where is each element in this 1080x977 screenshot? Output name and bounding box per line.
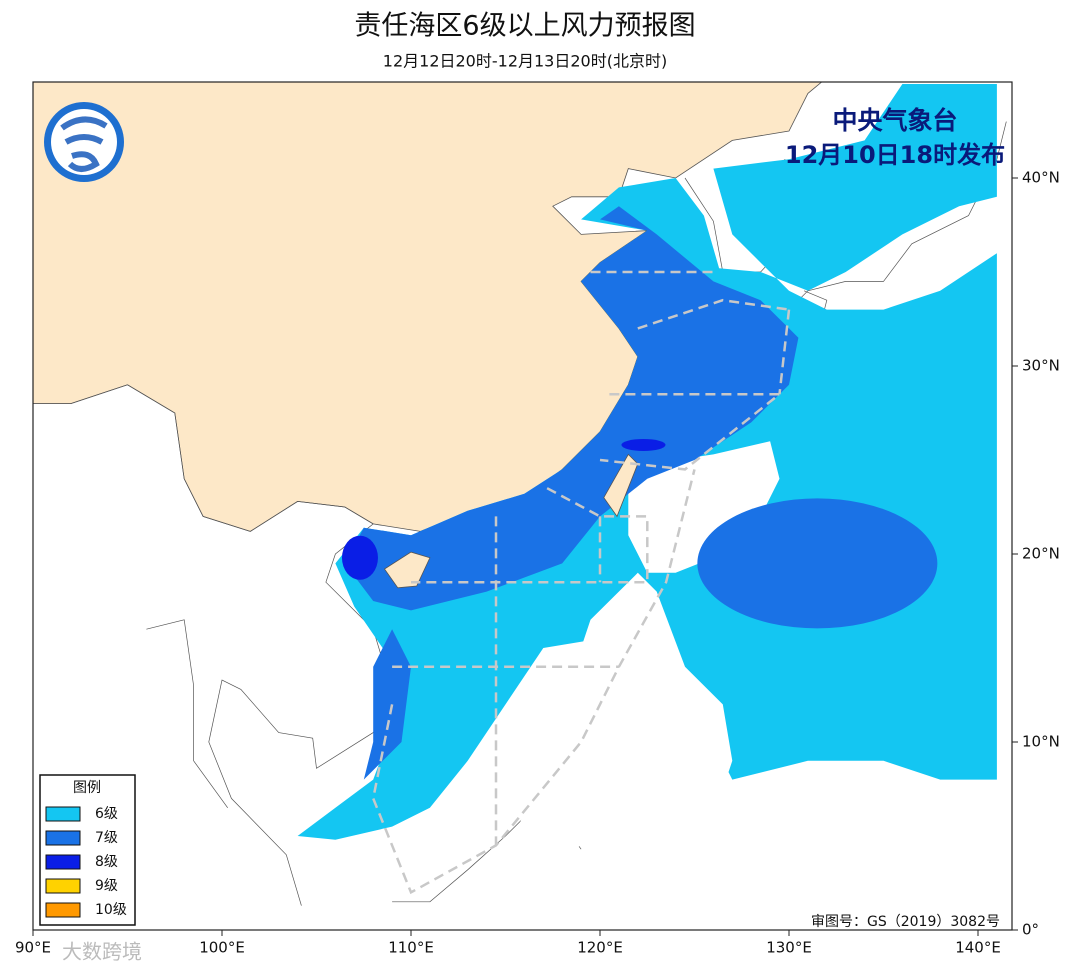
y-tick-label: 20°N	[1022, 545, 1060, 563]
watermark: 大数跨境	[62, 940, 142, 964]
legend-swatch	[45, 902, 81, 918]
legend-swatch	[45, 854, 81, 870]
wind-zone-7	[344, 206, 799, 611]
x-tick-label: 140°E	[955, 939, 1001, 957]
legend-swatch	[45, 878, 81, 894]
wind-zone-7	[697, 498, 938, 629]
x-tick-label: 90°E	[15, 939, 51, 957]
y-tick-label: 0°	[1022, 921, 1039, 939]
issuer-name: 中央气象台	[832, 106, 957, 135]
legend-label: 9级	[95, 878, 118, 894]
legend-label: 10级	[95, 902, 127, 918]
y-tick-label: 40°N	[1022, 169, 1060, 187]
x-tick-label: 130°E	[766, 939, 812, 957]
legend-label: 8级	[95, 854, 118, 870]
legend-box	[39, 774, 136, 926]
y-tick-label: 10°N	[1022, 733, 1060, 751]
legend-label: 6级	[95, 806, 118, 822]
legend-title: 图例	[73, 780, 101, 796]
wind-zone-8	[621, 438, 666, 451]
x-tick-label: 120°E	[577, 939, 623, 957]
x-tick-label: 100°E	[199, 939, 245, 957]
logo	[44, 102, 124, 182]
legend-swatch	[45, 806, 81, 822]
x-tick-label: 110°E	[388, 939, 434, 957]
issuer-time: 12月10日18时发布	[785, 141, 1005, 169]
sea-area-boundary	[599, 392, 784, 471]
map-frame	[32, 81, 1013, 931]
land-hainan	[383, 551, 431, 589]
y-tick-label: 30°N	[1022, 357, 1060, 375]
calm-area	[515, 572, 733, 855]
legend-label: 7级	[95, 830, 118, 846]
wind-zone-8	[341, 535, 378, 580]
sea-area-boundary	[778, 309, 791, 395]
approval-number: 审图号：GS（2019）3082号	[811, 914, 1000, 930]
land-outline	[33, 384, 397, 906]
sea-area-boundary	[637, 298, 790, 330]
land-taiwan	[603, 453, 639, 518]
sea-area-boundary	[411, 487, 649, 584]
land-outline	[146, 619, 228, 809]
sea-area-boundary	[371, 469, 696, 895]
map-subtitle: 12月12日20时-12月13日20时(北京时)	[383, 52, 667, 71]
map-title: 责任海区6级以上风力预报图	[354, 11, 695, 42]
legend: 图例 6级 7级 8级 9级 10级	[39, 774, 136, 926]
legend-swatch	[45, 830, 81, 846]
map-body	[33, 82, 1007, 906]
